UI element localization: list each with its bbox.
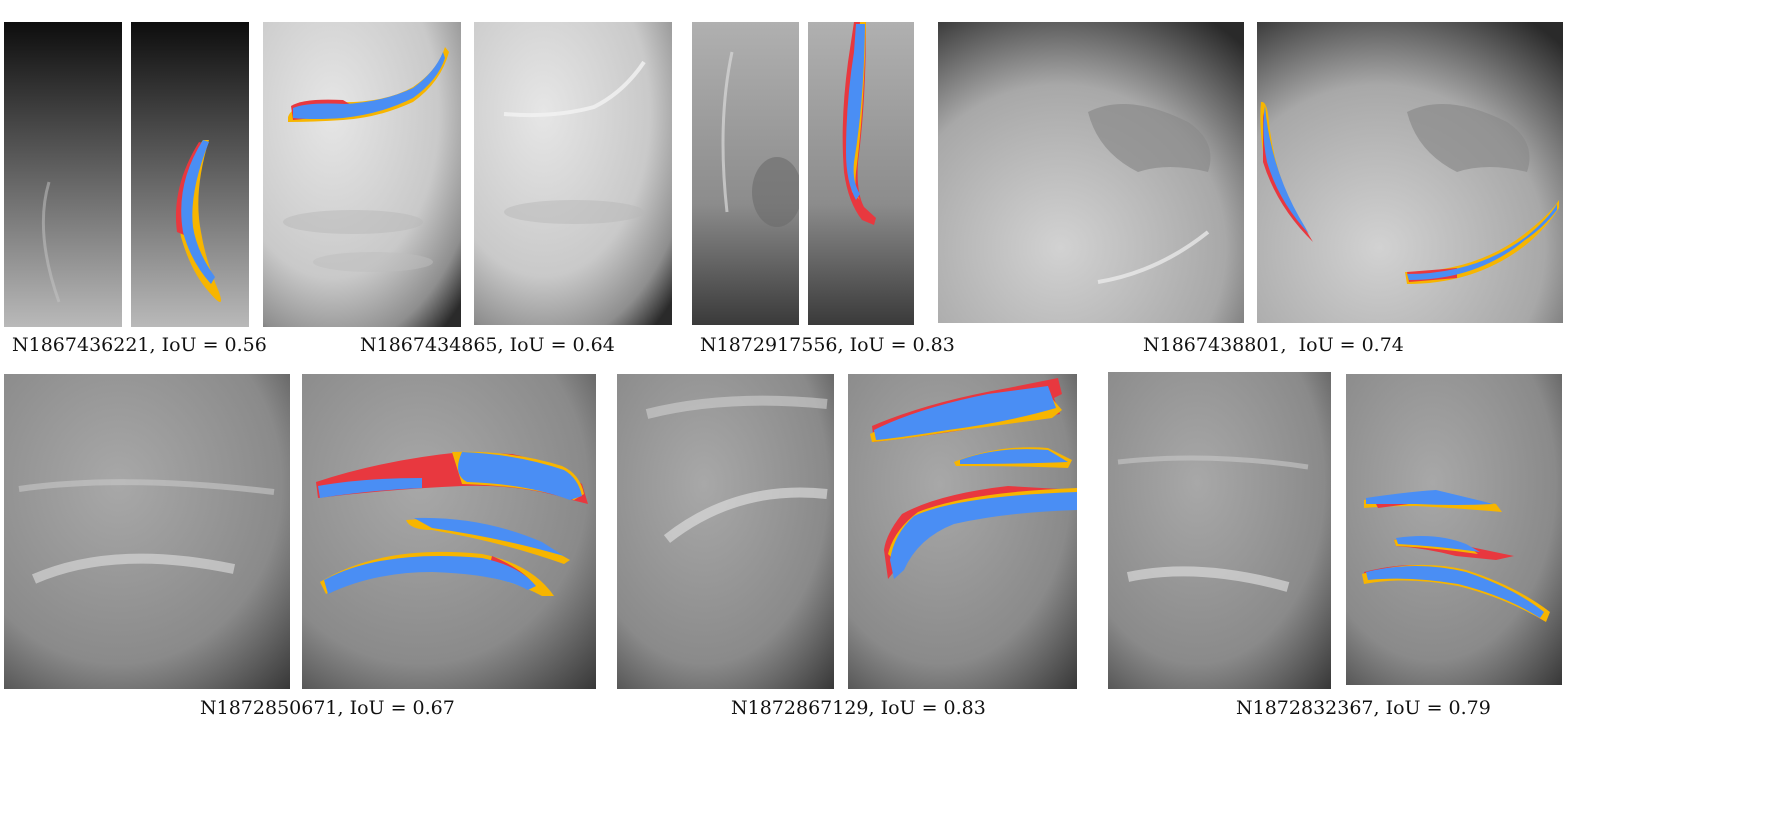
overlay-mask-blue-low (324, 555, 536, 594)
overlay-mask-blue-low (1366, 566, 1544, 618)
caption-n1872867129: N1872867129, IoU = 0.83 (731, 697, 986, 719)
overlay-mask-yellow-mid (406, 519, 570, 564)
image-n1872832367-overlay (1346, 374, 1562, 685)
overlay-mask-blue (1366, 490, 1494, 505)
overlay-mask-blue (181, 140, 215, 284)
overlay-mask-blue-2 (1407, 204, 1557, 280)
overlay-mask-blue (874, 386, 1056, 440)
overlay-mask-blue (458, 452, 582, 500)
caption-n1872832367: N1872832367, IoU = 0.79 (1236, 697, 1491, 719)
overlay-mask-blue (1263, 106, 1309, 234)
caption-n1867434865: N1867434865, IoU = 0.64 (360, 334, 615, 356)
overlay-mask-yellow-low (888, 488, 1077, 564)
overlay-mask-blue-left (318, 478, 422, 498)
caption-n1872850671: N1872850671, IoU = 0.67 (200, 697, 455, 719)
overlay-mask-blue-low (890, 492, 1077, 579)
caption-n1867436221: N1867436221, IoU = 0.56 (12, 334, 267, 356)
image-n1872832367-raw (1108, 372, 1331, 689)
image-n1872850671-raw (4, 374, 290, 689)
image-n1867434865-raw (263, 22, 461, 327)
image-n1867434865-raw-2 (474, 22, 672, 325)
overlay-mask-yellow-low (1362, 564, 1550, 622)
image-n1872850671-overlay (302, 374, 596, 689)
image-n1867438801-overlay (1257, 22, 1563, 323)
image-n1872867129-raw (617, 374, 834, 689)
overlay-mask-blue-mid (960, 449, 1068, 464)
image-n1867436221-raw (4, 22, 122, 327)
caption-n1867438801: N1867438801, IoU = 0.74 (1143, 334, 1404, 356)
overlay-mask-blue (846, 24, 865, 200)
image-n1872917556-raw (692, 22, 799, 325)
image-n1872867129-overlay (848, 374, 1077, 689)
image-n1872917556-overlay (808, 22, 914, 325)
overlay-mask-blue-mid (414, 517, 564, 556)
image-n1867436221-overlay (131, 22, 249, 327)
overlay-mask-blue (293, 52, 445, 119)
caption-n1872917556: N1872917556, IoU = 0.83 (700, 334, 955, 356)
overlay-mask-blue-mid (1396, 536, 1480, 552)
image-n1867438801-raw (938, 22, 1244, 323)
image-n1867434865-overlay (263, 22, 461, 327)
